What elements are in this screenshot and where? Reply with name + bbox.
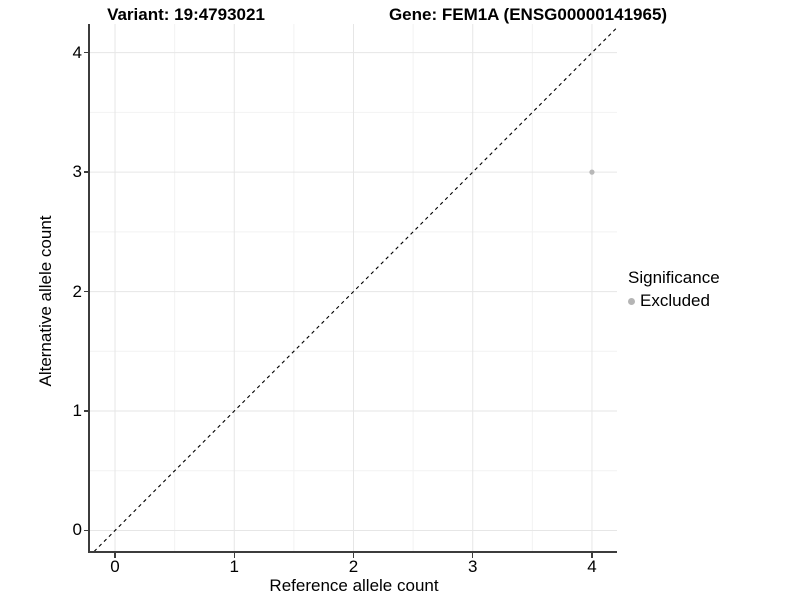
x-tick-label: 4 bbox=[587, 557, 597, 576]
gene-title: Gene: FEM1A (ENSG00000141965) bbox=[388, 5, 668, 24]
y-tick-mark bbox=[84, 529, 89, 532]
legend: Significance Excluded bbox=[628, 268, 720, 311]
scatter-plot bbox=[90, 24, 617, 552]
plot-panel bbox=[90, 24, 617, 552]
identity-line bbox=[92, 26, 617, 552]
x-tick-mark bbox=[233, 553, 236, 558]
y-tick-label: 4 bbox=[72, 42, 82, 62]
y-tick-mark bbox=[84, 51, 89, 54]
y-tick-mark bbox=[84, 410, 89, 412]
y-tick-label: 1 bbox=[72, 401, 82, 421]
y-tick-label: 2 bbox=[72, 281, 82, 301]
x-tick-mark bbox=[591, 553, 593, 558]
variant-title: Variant: 19:4793021 bbox=[107, 5, 265, 24]
y-tick-mark bbox=[84, 171, 89, 173]
y-tick-label: 3 bbox=[72, 162, 82, 182]
x-axis-line bbox=[88, 551, 617, 553]
x-tick-label: 2 bbox=[348, 557, 359, 576]
y-tick-mark bbox=[84, 290, 89, 293]
x-tick-label: 3 bbox=[467, 557, 478, 576]
x-tick-mark bbox=[114, 553, 116, 558]
x-tick-label: 0 bbox=[110, 557, 120, 576]
y-axis-line bbox=[88, 24, 90, 553]
x-tick-label: 1 bbox=[229, 557, 239, 576]
y-axis-label: Alternative allele count bbox=[36, 215, 55, 387]
data-point bbox=[589, 169, 595, 175]
legend-item-label: Excluded bbox=[640, 291, 710, 310]
y-tick-label: 0 bbox=[72, 520, 82, 540]
legend-item-excluded: Excluded bbox=[628, 291, 720, 311]
x-axis-label: Reference allele count bbox=[269, 576, 439, 595]
legend-title: Significance bbox=[628, 268, 720, 287]
x-tick-mark bbox=[471, 553, 474, 558]
x-tick-mark bbox=[352, 553, 355, 558]
excluded-point-icon bbox=[628, 297, 635, 305]
